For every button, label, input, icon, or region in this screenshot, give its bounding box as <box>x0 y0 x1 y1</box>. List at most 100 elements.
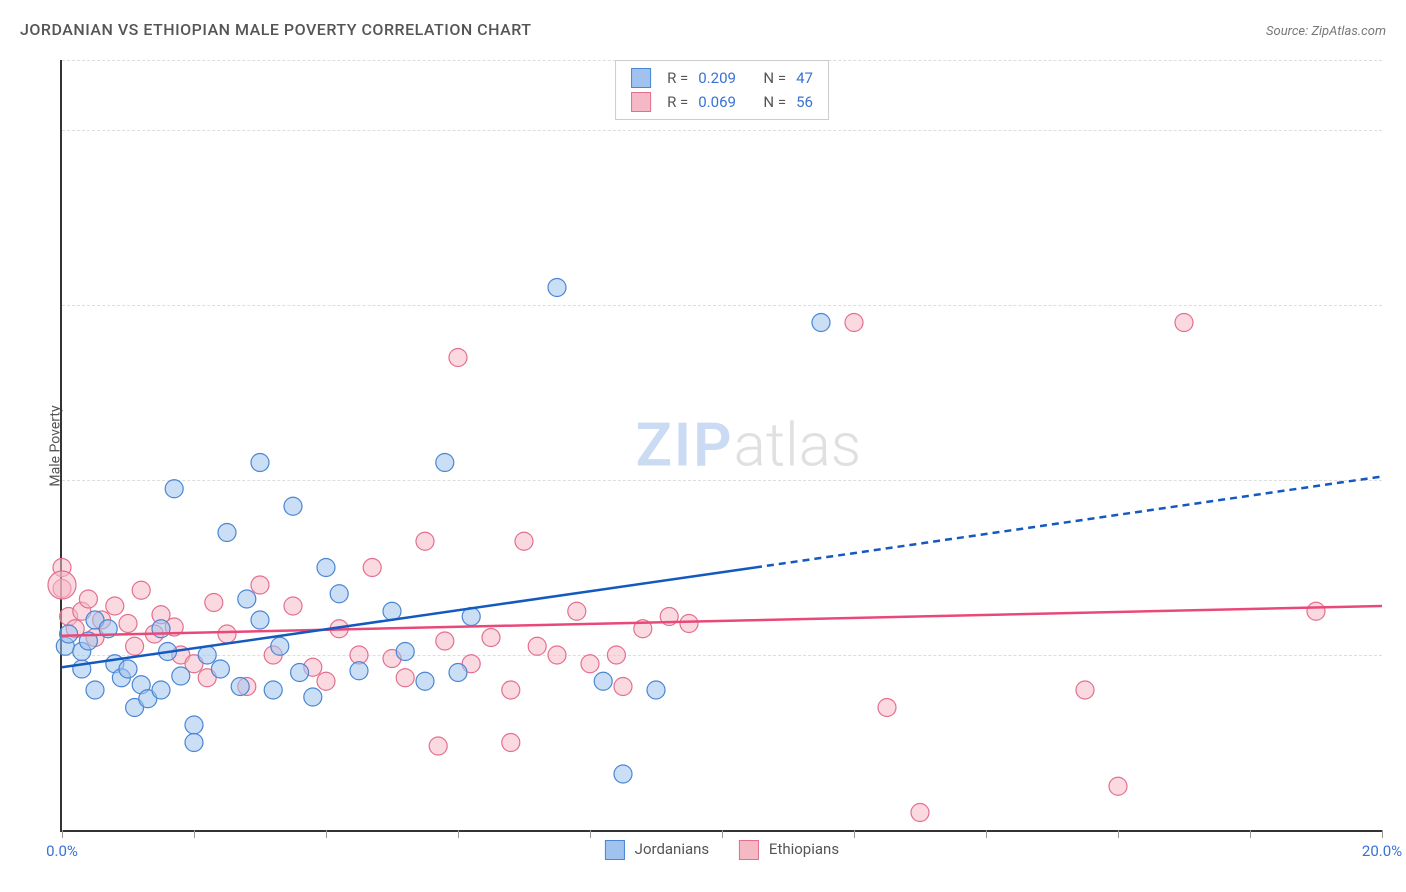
series-legend: Jordanians Ethiopians <box>605 840 839 860</box>
x-tick-label: 20.0% <box>1362 842 1402 860</box>
data-point <box>284 497 302 515</box>
stats-row-jordanians: R = 0.209 N = 47 <box>631 66 813 90</box>
legend-label-ethiopians: Ethiopians <box>769 840 839 858</box>
data-point <box>568 602 586 620</box>
data-point <box>396 643 414 661</box>
data-point <box>363 559 381 577</box>
data-point <box>1307 602 1325 620</box>
data-point <box>1109 777 1127 795</box>
data-point <box>198 646 216 664</box>
data-point <box>60 625 78 643</box>
data-point <box>218 625 236 643</box>
data-point <box>614 765 632 783</box>
data-point <box>647 681 665 699</box>
data-point <box>1076 681 1094 699</box>
swatch-ethiopians-icon <box>739 840 759 860</box>
r-value-ethiopians: 0.069 <box>698 93 736 111</box>
data-point <box>416 672 434 690</box>
data-point <box>284 597 302 615</box>
data-point <box>218 524 236 542</box>
chart-title: JORDANIAN VS ETHIOPIAN MALE POVERTY CORR… <box>20 20 532 39</box>
x-tick <box>1118 830 1119 838</box>
chart-svg <box>62 60 1382 830</box>
r-label: R = <box>667 69 688 87</box>
data-point <box>251 576 269 594</box>
data-point <box>152 620 170 638</box>
data-point <box>264 681 282 699</box>
data-point <box>449 349 467 367</box>
data-point <box>132 581 150 599</box>
data-point <box>238 590 256 608</box>
data-point <box>48 571 76 599</box>
r-value-jordanians: 0.209 <box>698 69 736 87</box>
swatch-jordanians-icon <box>605 840 625 860</box>
data-point <box>172 667 190 685</box>
swatch-ethiopians-icon <box>631 92 651 112</box>
data-point <box>251 611 269 629</box>
data-point <box>607 646 625 664</box>
data-point <box>317 559 335 577</box>
data-point <box>449 664 467 682</box>
data-point <box>528 637 546 655</box>
data-point <box>126 637 144 655</box>
x-tick <box>326 830 327 838</box>
data-point <box>396 669 414 687</box>
chart-container: JORDANIAN VS ETHIOPIAN MALE POVERTY CORR… <box>0 0 1406 892</box>
x-tick <box>854 830 855 838</box>
x-tick <box>1250 830 1251 838</box>
data-point <box>152 681 170 699</box>
x-tick <box>62 830 63 838</box>
data-point <box>185 716 203 734</box>
data-point <box>86 681 104 699</box>
data-point <box>106 597 124 615</box>
data-point <box>581 655 599 673</box>
data-point <box>436 454 454 472</box>
data-point <box>548 646 566 664</box>
data-point <box>502 681 520 699</box>
source-label: Source: ZipAtlas.com <box>1266 24 1386 39</box>
stats-legend: R = 0.209 N = 47 R = 0.069 N = 56 <box>615 60 829 120</box>
data-point <box>614 678 632 696</box>
data-point <box>845 314 863 332</box>
x-tick <box>986 830 987 838</box>
data-point <box>317 672 335 690</box>
data-point <box>548 279 566 297</box>
data-point <box>429 737 447 755</box>
data-point <box>291 664 309 682</box>
data-point <box>119 660 137 678</box>
x-tick-label: 0.0% <box>46 842 78 860</box>
data-point <box>1175 314 1193 332</box>
source-value: ZipAtlas.com <box>1311 24 1386 39</box>
data-point <box>416 532 434 550</box>
data-point <box>911 804 929 822</box>
data-point <box>271 637 289 655</box>
data-point <box>594 672 612 690</box>
r-label: R = <box>667 93 688 111</box>
data-point <box>812 314 830 332</box>
data-point <box>304 688 322 706</box>
x-tick <box>590 830 591 838</box>
data-point <box>231 678 249 696</box>
legend-item-ethiopians: Ethiopians <box>739 840 839 860</box>
n-label: N = <box>763 69 786 87</box>
trend-line <box>755 477 1382 568</box>
stats-row-ethiopians: R = 0.069 N = 56 <box>631 90 813 114</box>
source-prefix: Source: <box>1266 24 1311 39</box>
x-tick <box>194 830 195 838</box>
data-point <box>383 602 401 620</box>
data-point <box>119 615 137 633</box>
x-tick <box>722 830 723 838</box>
legend-label-jordanians: Jordanians <box>635 840 710 858</box>
data-point <box>251 454 269 472</box>
data-point <box>185 734 203 752</box>
data-point <box>350 662 368 680</box>
n-label: N = <box>763 93 786 111</box>
data-point <box>211 660 229 678</box>
x-tick <box>458 830 459 838</box>
data-point <box>502 734 520 752</box>
n-value-ethiopians: 56 <box>796 93 813 111</box>
data-point <box>79 590 97 608</box>
x-tick <box>1382 830 1383 838</box>
n-value-jordanians: 47 <box>796 69 813 87</box>
data-point <box>482 629 500 647</box>
